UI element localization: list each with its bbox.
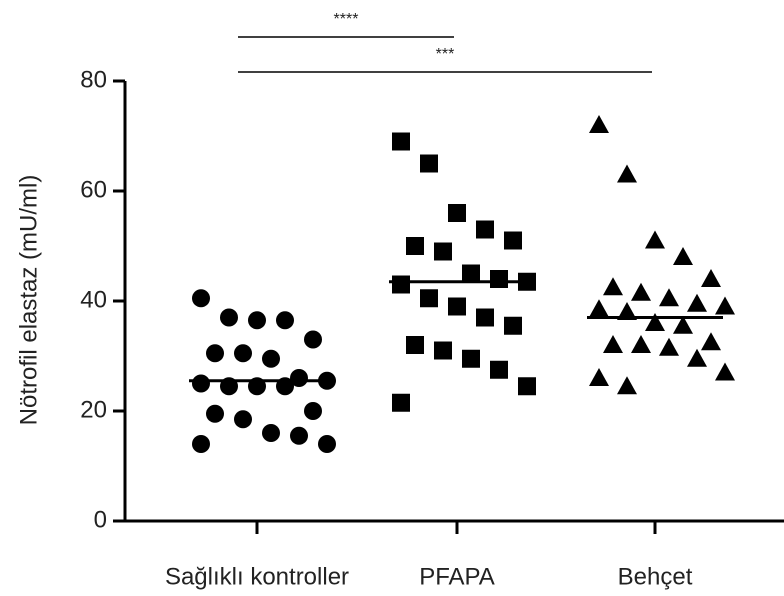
data-point — [304, 402, 322, 420]
data-point — [617, 376, 637, 395]
data-point — [392, 275, 410, 294]
x-tick-label: PFAPA — [419, 563, 495, 590]
data-point — [645, 230, 665, 249]
y-axis-label: Nötrofil elastaz (mU/ml) — [15, 175, 42, 426]
data-point — [392, 393, 410, 412]
data-point — [603, 335, 623, 353]
data-point — [290, 426, 308, 445]
y-tick-label: 60 — [80, 176, 107, 203]
data-point — [248, 311, 266, 330]
data-point — [462, 264, 480, 283]
data-point — [687, 348, 707, 367]
data-point — [318, 435, 336, 453]
data-point — [420, 154, 438, 173]
data-point — [434, 341, 452, 360]
data-point — [392, 132, 410, 151]
y-tick-label: 80 — [80, 66, 107, 93]
data-point — [673, 315, 693, 334]
data-point — [518, 272, 536, 291]
data-point — [192, 435, 210, 453]
data-point — [617, 164, 637, 183]
data-point — [406, 237, 424, 255]
data-point — [448, 297, 466, 316]
data-point — [504, 316, 522, 335]
data-point — [262, 424, 280, 442]
data-point — [687, 293, 707, 312]
data-point — [448, 204, 466, 222]
data-point — [645, 313, 665, 331]
data-point — [490, 270, 508, 288]
data-point — [715, 362, 735, 381]
y-tick-label: 40 — [80, 286, 107, 313]
data-point — [589, 299, 609, 318]
data-point — [462, 349, 480, 368]
data-point — [406, 336, 424, 354]
data-point — [659, 337, 679, 356]
data-point — [715, 296, 735, 315]
data-point — [318, 371, 336, 390]
data-point — [589, 368, 609, 386]
data-point — [206, 404, 224, 423]
significance-label: *** — [436, 46, 455, 63]
data-point — [518, 377, 536, 396]
data-point — [234, 410, 252, 429]
data-point — [476, 308, 494, 327]
data-point — [490, 360, 508, 379]
data-point — [589, 115, 609, 133]
data-point — [192, 289, 210, 308]
x-tick-label: Behçet — [618, 563, 693, 590]
data-point — [631, 335, 651, 353]
significance-label: **** — [334, 11, 359, 28]
data-point — [276, 311, 294, 330]
data-point — [701, 332, 721, 351]
y-tick-label: 0 — [94, 506, 107, 533]
data-point — [262, 349, 280, 368]
data-point — [234, 344, 252, 363]
data-point — [603, 277, 623, 296]
data-point — [290, 369, 308, 387]
data-point — [476, 220, 494, 239]
data-point — [673, 247, 693, 265]
data-point — [220, 308, 238, 327]
data-point — [659, 288, 679, 307]
data-point — [434, 242, 452, 261]
data-point — [631, 282, 651, 301]
data-point — [701, 269, 721, 287]
x-tick-label: Sağlıklı kontroller — [165, 563, 349, 590]
data-point — [420, 289, 438, 308]
data-point — [206, 344, 224, 363]
data-point — [192, 374, 210, 393]
data-point — [304, 330, 322, 349]
data-point — [617, 302, 637, 320]
data-point — [504, 231, 522, 250]
y-tick-label: 20 — [80, 396, 107, 423]
